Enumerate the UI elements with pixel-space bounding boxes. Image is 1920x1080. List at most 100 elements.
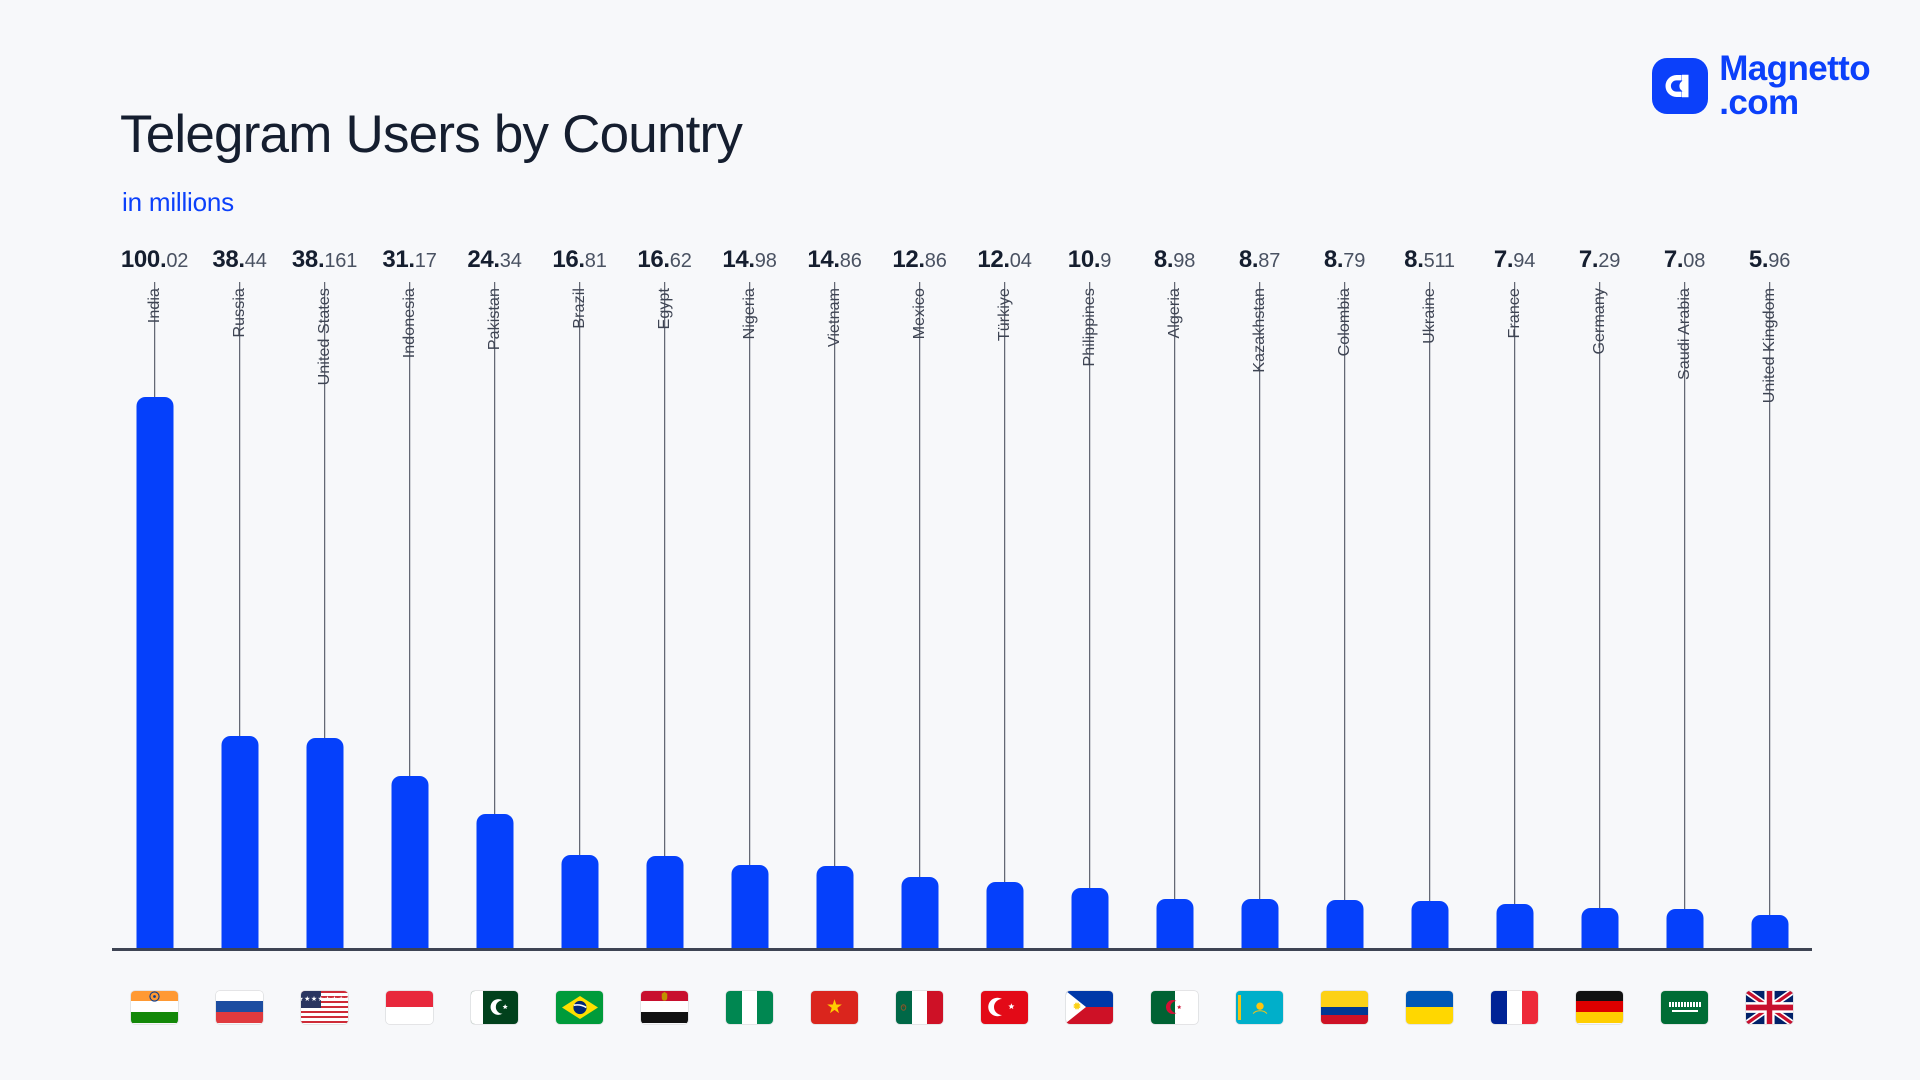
- bar[interactable]: [1581, 907, 1618, 948]
- bar-connector-line: [1088, 282, 1091, 888]
- bar-value-decimal: 34: [499, 250, 522, 272]
- bar-column[interactable]: 16.81 Brazil: [537, 248, 622, 948]
- bar[interactable]: [986, 881, 1023, 948]
- bar[interactable]: [476, 813, 513, 948]
- bar[interactable]: [306, 737, 343, 948]
- bar[interactable]: [816, 866, 853, 948]
- bar-value-integer: 38.: [212, 246, 245, 273]
- bar-value-decimal: 94: [1513, 250, 1536, 272]
- bar-column[interactable]: 7.94 France: [1472, 248, 1557, 948]
- bar-connector-line: [1513, 282, 1516, 905]
- bar[interactable]: [731, 865, 768, 948]
- bar-value-label: 10.9: [1068, 248, 1112, 272]
- bar-value-label: 38.44: [212, 246, 267, 273]
- flag-algeria-icon: [1151, 990, 1198, 1024]
- bar-column[interactable]: 7.08 Saudi Arabia: [1642, 248, 1727, 948]
- flag-vietnam-icon: ★: [811, 990, 858, 1024]
- bar-column[interactable]: 38.161 United States: [282, 248, 367, 948]
- flag-india-icon: [131, 990, 178, 1024]
- bar-column[interactable]: 8.511 Ukraine: [1387, 248, 1472, 948]
- bar-column[interactable]: 7.29 Germany: [1557, 248, 1642, 948]
- bar-column[interactable]: 14.86 Vietnam: [792, 248, 877, 948]
- bar-value-decimal: 87: [1258, 250, 1281, 272]
- flag-indonesia-icon: [386, 990, 433, 1024]
- bar-column[interactable]: 24.34 Pakistan: [452, 248, 537, 948]
- flag-kazakhstan-icon: [1236, 990, 1283, 1024]
- bar[interactable]: [221, 736, 258, 948]
- magnetto-logo[interactable]: Magnetto .com: [1652, 49, 1871, 120]
- bar-connector-line: [1173, 282, 1176, 899]
- bar[interactable]: [901, 877, 938, 948]
- flag-cell[interactable]: [197, 978, 282, 1036]
- bar-column[interactable]: 8.79 Colombia: [1302, 248, 1387, 948]
- bar[interactable]: [1071, 887, 1108, 948]
- bar-value-integer: 38.: [291, 246, 325, 273]
- bar-column[interactable]: 5.96 United Kingdom: [1727, 248, 1812, 948]
- bar-column[interactable]: 12.04 Türkiye: [962, 248, 1047, 948]
- bar-column[interactable]: 8.87 Kazakhstan: [1217, 248, 1302, 948]
- bar[interactable]: [1156, 898, 1193, 948]
- flag-cell[interactable]: [1217, 978, 1302, 1036]
- bar[interactable]: [1411, 901, 1448, 948]
- bar-value-integer: 8.: [1153, 246, 1174, 273]
- bar-column[interactable]: 31.17 Indonesia: [367, 248, 452, 948]
- flag-cell[interactable]: [537, 978, 622, 1036]
- bar-value-label: 100.02: [121, 248, 189, 272]
- bar[interactable]: [646, 856, 683, 948]
- flag-cell[interactable]: [1302, 978, 1387, 1036]
- bar-column[interactable]: 100.02 India: [112, 248, 197, 948]
- flag-cell[interactable]: ✹: [1047, 978, 1132, 1036]
- flag-russia-icon: [216, 990, 263, 1024]
- flag-cell[interactable]: [707, 978, 792, 1036]
- flag-pakistan-icon: [471, 990, 518, 1024]
- flag-cell[interactable]: [622, 978, 707, 1036]
- flag-saudi-arabia-icon: [1661, 990, 1708, 1024]
- bar-connector-line: [1768, 282, 1771, 916]
- bar[interactable]: [391, 776, 428, 948]
- flag-cell[interactable]: [112, 978, 197, 1036]
- flag-united-kingdom-icon: [1746, 990, 1793, 1024]
- bar[interactable]: [1241, 899, 1278, 948]
- bar-column[interactable]: 16.62 Egypt: [622, 248, 707, 948]
- flag-cell[interactable]: [1727, 978, 1812, 1036]
- flag-cell[interactable]: ★: [792, 978, 877, 1036]
- bar-column[interactable]: 8.98 Algeria: [1132, 248, 1217, 948]
- bar[interactable]: [136, 397, 173, 948]
- bar-connector-line: [1343, 282, 1346, 900]
- bar-chart: 100.02 India 38.44 Russia 38.161 United State…: [112, 248, 1812, 948]
- bar-value-decimal: 79: [1343, 250, 1366, 272]
- bar-column[interactable]: 10.9 Philippines: [1047, 248, 1132, 948]
- flag-cell[interactable]: [1472, 978, 1557, 1036]
- flag-cell[interactable]: [1132, 978, 1217, 1036]
- logo-name: Magnetto: [1719, 49, 1870, 88]
- flag-cell[interactable]: [962, 978, 1047, 1036]
- bar[interactable]: [1751, 915, 1788, 948]
- bar-column[interactable]: 12.86 Mexico: [877, 248, 962, 948]
- bar[interactable]: [1496, 904, 1533, 948]
- page-title: Telegram Users by Country: [120, 105, 743, 164]
- flag-cell[interactable]: [367, 978, 452, 1036]
- flag-cell[interactable]: [452, 978, 537, 1036]
- bar-value-integer: 31.: [382, 246, 415, 273]
- bar-column[interactable]: 38.44 Russia: [197, 248, 282, 948]
- flag-cell[interactable]: [1642, 978, 1727, 1036]
- bar-value-decimal: 04: [1009, 250, 1032, 272]
- bar-connector-line: [1428, 282, 1431, 902]
- bar-value-decimal: 17: [414, 250, 437, 272]
- bar[interactable]: [1666, 909, 1703, 948]
- bar[interactable]: [561, 855, 598, 948]
- bar-column[interactable]: 14.98 Nigeria: [707, 248, 792, 948]
- flag-cell[interactable]: ★★★★★★★★★★★★★★★★★★: [282, 978, 367, 1036]
- bar-connector-line: [578, 282, 581, 856]
- flag-cell[interactable]: [1387, 978, 1472, 1036]
- bar-value-integer: 12.: [977, 246, 1010, 273]
- x-axis-line: [112, 948, 1812, 951]
- bar[interactable]: [1326, 899, 1363, 948]
- bar-value-integer: 16.: [552, 246, 585, 273]
- flag-cell[interactable]: [877, 978, 962, 1036]
- bar-value-label: 7.29: [1579, 248, 1620, 272]
- flag-cell[interactable]: [1557, 978, 1642, 1036]
- bar-value-label: 8.79: [1324, 248, 1365, 272]
- bar-value-decimal: 02: [166, 250, 189, 272]
